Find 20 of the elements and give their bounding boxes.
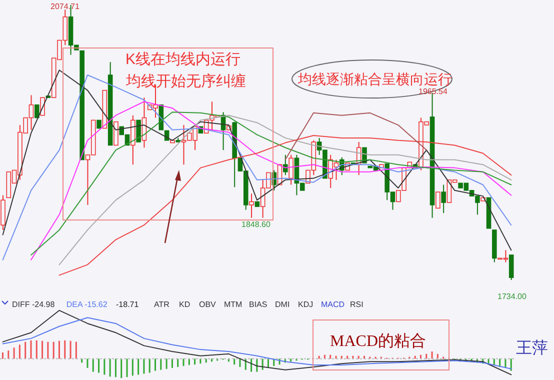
series-label: DIFF -24.98 bbox=[12, 300, 56, 309]
text: -18.71 bbox=[116, 300, 140, 309]
text: 王萍 bbox=[516, 339, 548, 357]
annotation: 2074.71 bbox=[50, 2, 80, 11]
annotation: 1848.60 bbox=[242, 220, 272, 229]
text: KD bbox=[179, 300, 190, 309]
text: KDJ bbox=[298, 300, 314, 309]
text: BIAS bbox=[249, 300, 268, 309]
text: RSI bbox=[350, 300, 364, 309]
annotation: K线在均线内运行 bbox=[125, 51, 241, 68]
series-label: DEA -15.62 bbox=[66, 300, 108, 309]
text: ATR bbox=[154, 300, 170, 309]
annotation: MACD的粘合 bbox=[330, 332, 426, 350]
annotation: 均线逐渐粘合呈横向运行 bbox=[297, 71, 452, 87]
text: MTM bbox=[224, 300, 243, 309]
text: MACD bbox=[321, 300, 345, 309]
text: OBV bbox=[199, 300, 217, 309]
annotation: 均线开始无序纠缠 bbox=[125, 73, 246, 90]
text: DMI bbox=[275, 300, 290, 309]
text: 1734.00 bbox=[498, 292, 528, 301]
